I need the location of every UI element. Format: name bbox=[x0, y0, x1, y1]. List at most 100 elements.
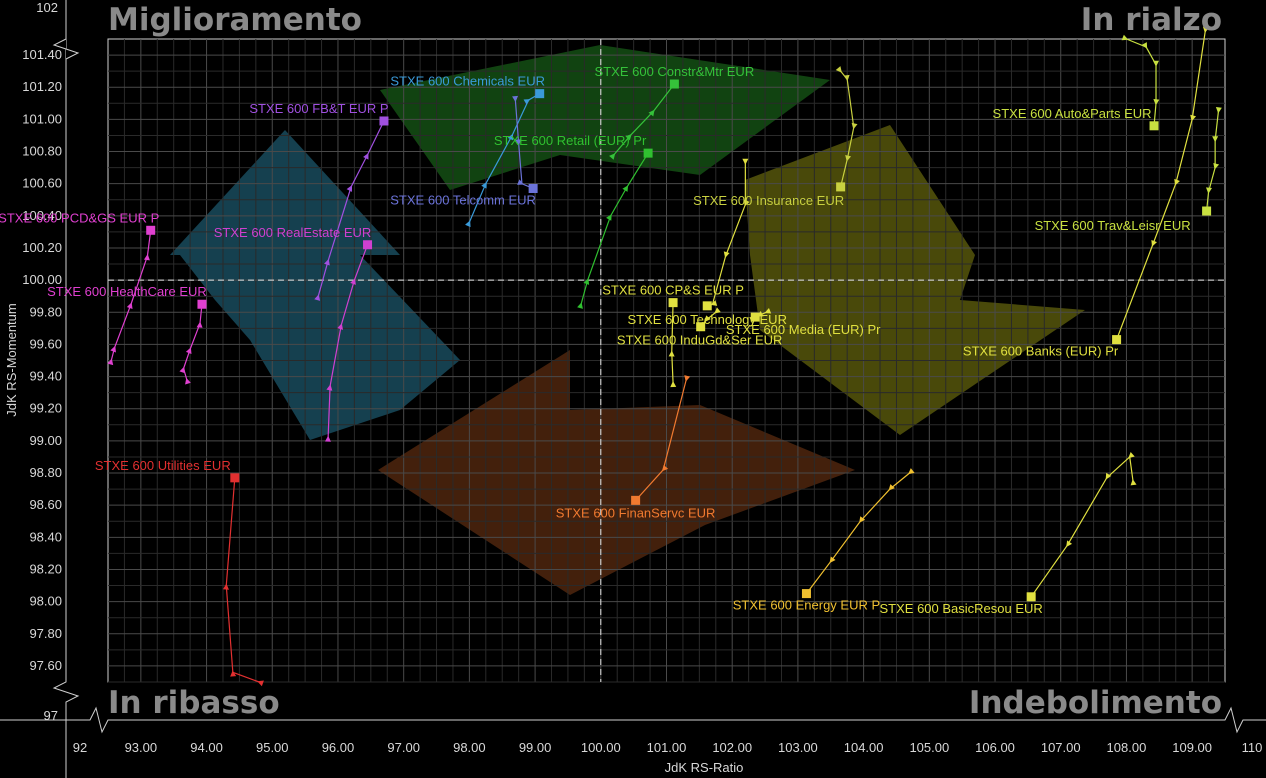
tail-marker bbox=[684, 375, 691, 382]
y-tick-label: 100.00 bbox=[22, 272, 62, 287]
current-position-marker bbox=[1026, 592, 1036, 602]
series-tail bbox=[1121, 34, 1160, 131]
series-label: STXE 600 FinanServc EUR bbox=[556, 505, 716, 520]
series-tail bbox=[696, 307, 721, 332]
y-tick-label: 100.80 bbox=[22, 144, 62, 159]
tail-marker bbox=[668, 350, 675, 357]
tail-line bbox=[514, 100, 534, 190]
series-label: STXE 600 Technology EUR bbox=[628, 312, 787, 327]
tail-marker bbox=[851, 122, 858, 130]
current-position-marker bbox=[643, 148, 653, 158]
series-label: STXE 600 Media (EUR) Pr bbox=[726, 322, 881, 337]
series-tail bbox=[1026, 452, 1137, 602]
series-tail bbox=[609, 79, 679, 160]
series-label: STXE 600 Chemicals EUR bbox=[390, 74, 545, 89]
tail-marker bbox=[185, 347, 192, 355]
current-position-marker bbox=[146, 225, 156, 235]
leading-arrow bbox=[380, 45, 830, 190]
series-label: STXE 600 Banks (EUR) Pr bbox=[963, 344, 1119, 359]
tail-marker bbox=[742, 158, 749, 165]
y-tick-label: 99.00 bbox=[29, 433, 62, 448]
tail-marker bbox=[126, 302, 133, 309]
x-tick-label: 107.00 bbox=[1041, 740, 1081, 755]
y-tick-label: 101.00 bbox=[22, 111, 62, 126]
series-label: STXE 600 CP&S EUR P bbox=[602, 283, 744, 298]
x-axis-label: JdK RS-Ratio bbox=[665, 760, 744, 775]
y-tick-label: 98.40 bbox=[29, 529, 62, 544]
tail-marker bbox=[843, 74, 850, 82]
tail-marker bbox=[324, 435, 331, 442]
tail-marker bbox=[577, 302, 583, 309]
x-tick-label: 103.00 bbox=[778, 740, 818, 755]
tail-marker bbox=[648, 109, 655, 117]
tail-marker bbox=[507, 133, 514, 141]
y-tick-label: 98.20 bbox=[29, 561, 62, 576]
x-tick-label: 101.00 bbox=[647, 740, 687, 755]
current-position-marker bbox=[535, 89, 545, 99]
x-tick-label: 104.00 bbox=[844, 740, 884, 755]
series-tail bbox=[801, 468, 915, 599]
tail-marker bbox=[606, 214, 612, 221]
current-position-marker bbox=[702, 301, 712, 311]
y-tick-label: 99.20 bbox=[29, 401, 62, 416]
tail-marker bbox=[908, 468, 915, 475]
tail-marker bbox=[670, 381, 677, 388]
series-label: STXE 600 BasicResou EUR bbox=[880, 601, 1043, 616]
x-tick-label: 105.00 bbox=[909, 740, 949, 755]
series-label: STXE 600 HealthCare EUR bbox=[47, 284, 207, 299]
current-position-marker bbox=[668, 298, 678, 308]
y-tick-label: 99.40 bbox=[29, 369, 62, 384]
current-position-marker bbox=[197, 299, 207, 309]
series-tail bbox=[107, 225, 156, 366]
tail-line bbox=[613, 83, 675, 156]
tail-marker bbox=[1141, 42, 1148, 49]
center-lines bbox=[108, 39, 1225, 682]
y-tick-label: 100.20 bbox=[22, 240, 62, 255]
x-tick-label: 95.00 bbox=[256, 740, 289, 755]
tail-marker bbox=[481, 181, 487, 189]
y-axis-label: JdK RS-Momentum bbox=[4, 303, 19, 416]
current-position-marker bbox=[696, 322, 706, 332]
tail-marker bbox=[143, 254, 150, 261]
quadrant-labels: Miglioramento In rialzo In ribasso Indeb… bbox=[108, 2, 1222, 721]
x-tick-label: 97.00 bbox=[387, 740, 420, 755]
x-axis-ticks: 93.00 94.00 95.00 96.00 97.00 98.00 99.00 100.0… bbox=[125, 740, 1212, 755]
tail-marker bbox=[257, 680, 264, 687]
tail-marker bbox=[1105, 472, 1112, 480]
series-label: STXE 600 InduGd&Ser EUR bbox=[617, 333, 782, 348]
tail-marker bbox=[625, 134, 632, 141]
quadrant-label-bottom-left: In ribasso bbox=[108, 685, 280, 721]
y-tick-label: 98.60 bbox=[29, 497, 62, 512]
series-tail bbox=[835, 66, 858, 192]
series-tail bbox=[222, 473, 264, 687]
y-axis-ticks: 97.60 97.80 98.00 98.20 98.40 98.60 98.80 99.00… bbox=[22, 47, 62, 673]
current-position-marker bbox=[528, 183, 538, 193]
tail-marker bbox=[661, 464, 669, 472]
x-tick-label: 102.00 bbox=[712, 740, 752, 755]
tail-marker bbox=[1121, 34, 1129, 41]
tail-marker bbox=[350, 278, 356, 285]
series-label: STXE 600 Insurance EUR bbox=[693, 193, 844, 208]
x-tick-label: 100.00 bbox=[581, 740, 621, 755]
series-label: STXE 600 Telcomm EUR bbox=[390, 192, 536, 207]
tail-marker bbox=[326, 384, 333, 391]
series-label: STXE 600 RealEstate EUR bbox=[214, 225, 372, 240]
series-tail bbox=[1202, 107, 1222, 216]
current-position-marker bbox=[1112, 335, 1122, 345]
current-position-marker bbox=[750, 312, 760, 322]
current-position-marker bbox=[379, 116, 389, 126]
series-tail bbox=[577, 148, 653, 309]
tail-marker bbox=[714, 307, 721, 314]
x-break-label-left: 92 bbox=[73, 740, 87, 755]
tail-marker bbox=[1151, 239, 1157, 247]
tail-marker bbox=[110, 345, 116, 353]
tail-marker bbox=[1213, 162, 1220, 170]
tail-marker bbox=[1174, 178, 1180, 186]
current-position-marker bbox=[363, 240, 373, 250]
y-tick-label: 100.60 bbox=[22, 176, 62, 191]
y-tick-label: 99.80 bbox=[29, 304, 62, 319]
series-tail bbox=[668, 298, 678, 388]
series-tail bbox=[314, 116, 389, 301]
